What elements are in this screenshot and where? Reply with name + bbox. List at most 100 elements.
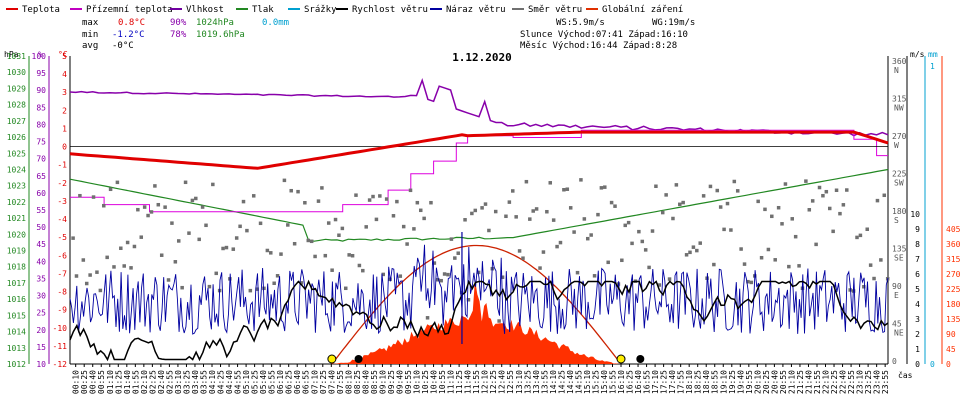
wind-direction-point: [507, 200, 512, 204]
wind-direction-point: [292, 241, 297, 246]
wind-direction-point: [637, 229, 641, 234]
wind-direction-point: [729, 228, 733, 232]
dir-axis-compass-6: E: [894, 291, 899, 300]
wind-direction-point: [534, 207, 539, 211]
ms-axis-tick-0: 10: [910, 210, 920, 219]
hpa-axis-tick-19: 1012: [7, 360, 26, 369]
legend-label-8: Globální záření: [602, 5, 683, 15]
wind-direction-point: [671, 216, 675, 221]
wind-direction-point: [102, 203, 106, 208]
wind-direction-point: [156, 202, 161, 207]
wind-direction-point: [303, 201, 307, 205]
wind-direction-point: [384, 197, 389, 201]
wind-direction-point: [715, 188, 720, 193]
wind-direction-point: [558, 240, 563, 245]
x-tick-label-33: 08:25: [353, 370, 362, 394]
wind-direction-point: [418, 208, 423, 213]
wind-direction-point: [105, 255, 109, 260]
wind-direction-point: [735, 189, 740, 193]
wind-direction-point: [88, 273, 92, 277]
wind-direction-point: [415, 200, 420, 205]
hpa-axis-tick-16: 1015: [7, 311, 26, 320]
x-tick-label-10: 02:40: [157, 370, 166, 394]
x-tick-label-73: 18:25: [694, 370, 703, 394]
dir-axis-compass-5: SE: [894, 254, 904, 263]
hpa-axis-tick-10: 1021: [7, 214, 26, 223]
dir-axis-tick-1: 315: [892, 95, 907, 104]
x-tick-label-26: 06:40: [293, 370, 302, 394]
radiation-area: [331, 279, 621, 364]
wind-direction-point: [91, 195, 96, 199]
x-tick-label-39: 09:55: [404, 370, 413, 394]
wind-direction-point: [108, 187, 113, 192]
x-tick-label-41: 10:25: [421, 370, 430, 394]
temp-axis-tick-12: -7: [57, 269, 67, 278]
x-tick-label-42: 10:40: [430, 370, 439, 394]
dir-axis-tick-4: 180: [892, 207, 907, 216]
wind-direction-point: [660, 210, 665, 215]
wind-direction-point: [408, 188, 413, 193]
wind-direction-point: [238, 224, 242, 229]
ms-axis-tick-8: 2: [915, 330, 920, 339]
wind-direction-point: [245, 228, 249, 233]
wind-direction-point: [255, 287, 259, 291]
wm2-axis-tick-5: 180: [946, 300, 961, 309]
ms-axis-tick-3: 7: [915, 255, 920, 264]
x-tick-label-77: 19:25: [728, 370, 737, 394]
wind-direction-point: [551, 218, 556, 222]
pct-axis-tick-13: 35: [36, 274, 46, 283]
wind-direction-point: [575, 270, 580, 275]
dir-axis-compass-2: W: [894, 141, 899, 150]
hpa-axis-tick-9: 1022: [7, 198, 26, 207]
hpa-axis-tick-0: 1031: [7, 52, 26, 61]
wind-direction-point: [326, 221, 331, 225]
ms-axis-tick-4: 6: [915, 270, 920, 279]
wind-direction-point: [374, 217, 379, 222]
x-tick-label-53: 13:25: [523, 370, 532, 394]
pressure-line: [69, 168, 889, 242]
wind-direction-point: [149, 210, 154, 214]
x-tick-label-31: 07:55: [336, 370, 345, 394]
wind-direction-point: [470, 211, 474, 216]
wind-direction-point: [299, 281, 304, 285]
wind-direction-point: [412, 227, 416, 231]
wm2-axis-tick-6: 135: [946, 315, 961, 324]
wm2-axis-tick-4: 225: [946, 285, 961, 294]
temp-axis-tick-16: -11: [53, 342, 68, 351]
wind-direction-point: [224, 245, 229, 250]
wind-direction-point: [695, 248, 699, 253]
pct-axis-tick-18: 10: [36, 360, 46, 369]
pct-axis-tick-4: 80: [36, 120, 46, 129]
wind-direction-point: [95, 270, 99, 274]
wind-direction-point: [200, 205, 205, 209]
x-tick-label-6: 01:40: [123, 370, 132, 394]
ms-axis-tick-9: 1: [915, 345, 920, 354]
wind-direction-point: [746, 279, 750, 284]
wind-direction-point: [136, 207, 140, 212]
dir-axis-tick-2: 270: [892, 132, 907, 141]
wind-direction-point: [643, 248, 648, 252]
wind-direction-point: [623, 223, 627, 228]
wind-direction-point: [125, 240, 130, 245]
wind-direction-point: [783, 182, 788, 186]
wind-direction-point: [763, 207, 767, 212]
radiation-theoretical-line: [331, 244, 620, 365]
wind-direction-point: [882, 193, 887, 198]
x-tick-label-88: 22:10: [822, 370, 831, 394]
wind-direction-point: [337, 233, 341, 237]
wind-direction-point: [732, 179, 737, 184]
x-tick-label-79: 19:55: [745, 370, 754, 394]
wind-direction-point: [115, 180, 120, 185]
wind-direction-point: [344, 286, 348, 291]
wind-direction-point: [766, 247, 771, 252]
x-axis-label: čas: [898, 370, 913, 380]
wind-direction-point: [405, 242, 409, 246]
wind-direction-point: [265, 248, 270, 253]
temp-axis-tick-14: -9: [57, 306, 67, 315]
axis-label-temp: °C: [58, 50, 68, 59]
x-tick-label-95: 23:55: [881, 370, 890, 394]
hpa-axis-tick-1: 1030: [7, 68, 26, 77]
stats-sun: Slunce Východ:07:41 Západ:16:10: [520, 30, 688, 40]
wind-direction-point: [555, 244, 559, 249]
pct-axis-tick-7: 65: [36, 172, 46, 181]
